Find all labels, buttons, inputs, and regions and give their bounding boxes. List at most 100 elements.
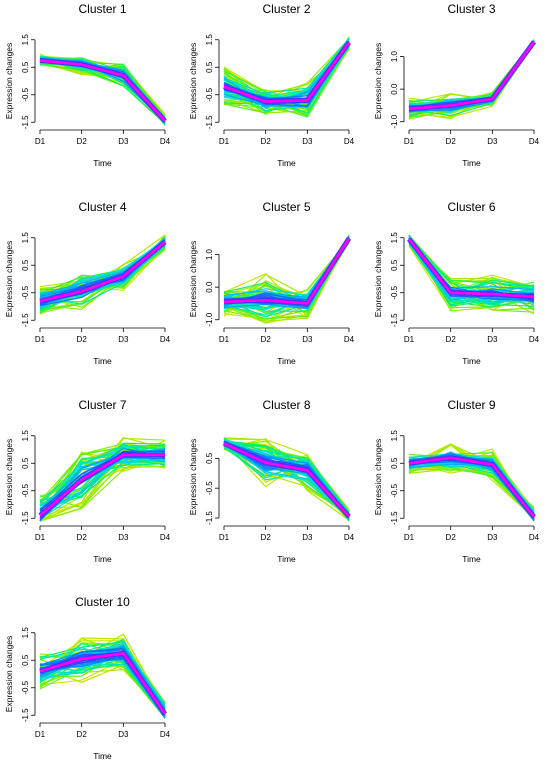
x-axis: D1 D2 D3 D4 Time [35, 525, 171, 564]
y-tick-label: 0.0 [390, 83, 399, 95]
x-axis: D1 D2 D3 D4 Time [404, 525, 540, 564]
x-tick-label: D4 [160, 533, 171, 542]
y-axis: 1.0 0.0 -1.0 Expression changes [188, 241, 220, 327]
x-tick-label: D3 [118, 533, 129, 542]
profile-lines [222, 436, 351, 522]
panel-cluster-9: Cluster 9 1.5 0.5 -0.5 -1.5 Expression change… [373, 398, 540, 564]
y-tick-label: 0.5 [390, 457, 399, 469]
y-tick-label: -0.5 [21, 680, 30, 694]
y-tick-label: 1.0 [390, 50, 399, 62]
x-axis: D1 D2 D3 D4 Time [219, 525, 355, 564]
profile-lines [408, 443, 536, 522]
y-tick-label: 1.5 [21, 430, 30, 442]
x-tick-label: D1 [219, 137, 230, 146]
y-tick-label: 1.5 [205, 34, 214, 46]
x-tick-label: D3 [487, 137, 498, 146]
y-axis-label: Expression changes [373, 43, 383, 120]
panel-title: Cluster 10 [75, 595, 130, 609]
y-axis: 1.5 0.5 -0.5 -1.5 Expression changes [373, 430, 405, 525]
y-tick-label: -1.5 [390, 313, 399, 327]
y-tick-label: -1.5 [205, 115, 214, 129]
y-tick-label: -1.0 [390, 114, 399, 128]
x-tick-label: D1 [404, 533, 415, 542]
x-tick-label: D2 [446, 137, 457, 146]
x-axis-label: Time [93, 356, 112, 366]
panel-title: Cluster 1 [78, 2, 126, 16]
y-axis-label: Expression changes [4, 636, 14, 713]
centroid-line [39, 59, 166, 122]
y-tick-label: -1.0 [205, 312, 214, 326]
y-axis-label: Expression changes [373, 439, 383, 516]
y-tick-label: 1.5 [21, 34, 30, 46]
y-axis: 0.5 -0.5 -1.5 Expression changes [188, 439, 220, 525]
x-tick-label: D1 [219, 335, 230, 344]
x-tick-label: D4 [160, 730, 171, 739]
panel-title: Cluster 2 [262, 2, 310, 16]
x-axis: D1 D2 D3 D4 Time [35, 129, 171, 168]
panel-cluster-10: Cluster 10 1.5 0.5 -0.5 -1.5 Expression chang… [4, 595, 171, 761]
x-axis-label: Time [277, 554, 296, 564]
x-axis: D1 D2 D3 D4 Time [35, 327, 171, 366]
profile-line [408, 42, 535, 106]
profile-line [408, 41, 535, 105]
y-tick-label: -0.5 [21, 87, 30, 101]
x-tick-label: D3 [118, 137, 129, 146]
y-tick-label: 0.5 [21, 61, 30, 73]
y-tick-label: -0.5 [205, 481, 214, 495]
y-axis-label: Expression changes [188, 43, 198, 120]
y-tick-label: -1.5 [21, 115, 30, 129]
y-tick-label: -0.5 [21, 483, 30, 497]
y-axis-label: Expression changes [373, 241, 383, 318]
panel-title: Cluster 5 [262, 200, 310, 214]
centroid-line [223, 237, 351, 305]
x-tick-label: D2 [261, 533, 272, 542]
y-axis: 1.5 0.5 -0.5 -1.5 Expression changes [4, 430, 36, 525]
y-axis: 1.5 0.5 -0.5 -1.5 Expression changes [373, 232, 405, 327]
profile-line [39, 444, 166, 503]
x-axis-label: Time [462, 554, 481, 564]
x-tick-label: D4 [344, 533, 355, 542]
x-tick-label: D2 [261, 137, 272, 146]
centroid-line [407, 238, 535, 299]
centroid-line [223, 442, 350, 518]
y-tick-label: 0.5 [390, 259, 399, 271]
x-tick-label: D4 [529, 533, 540, 542]
x-axis-label: Time [93, 158, 112, 168]
profile-line [408, 43, 535, 106]
profile-lines [223, 36, 351, 118]
y-tick-label: 0.5 [21, 457, 30, 469]
x-tick-label: D4 [160, 137, 171, 146]
x-tick-label: D1 [404, 137, 415, 146]
x-tick-label: D2 [77, 730, 88, 739]
x-tick-label: D1 [35, 730, 46, 739]
profile-line [223, 238, 350, 322]
x-tick-label: D4 [160, 335, 171, 344]
x-axis: D1 D2 D3 D4 Time [404, 129, 540, 168]
x-tick-label: D1 [35, 137, 46, 146]
profile-lines [39, 633, 167, 719]
centroid-line [408, 456, 536, 518]
y-axis-label: Expression changes [4, 241, 14, 318]
y-axis: 1.5 0.5 -0.5 -1.5 Expression changes [4, 232, 36, 327]
x-axis-label: Time [462, 158, 481, 168]
x-tick-label: D2 [77, 137, 88, 146]
y-tick-label: -0.5 [390, 483, 399, 497]
centroid-line [39, 652, 167, 715]
centroid-line [408, 41, 536, 110]
y-tick-label: 0.5 [21, 259, 30, 271]
x-tick-label: D3 [302, 137, 313, 146]
profile-line [408, 43, 535, 105]
y-tick-label: 1.5 [390, 430, 399, 442]
y-axis: 1.5 0.5 -0.5 -1.5 Expression changes [188, 34, 220, 129]
y-tick-label: -1.5 [21, 511, 30, 525]
x-axis-label: Time [277, 356, 296, 366]
panel-cluster-2: Cluster 2 1.5 0.5 -0.5 -1.5 Expression change… [188, 2, 355, 168]
x-tick-label: D2 [446, 533, 457, 542]
y-tick-label: -0.5 [390, 285, 399, 299]
x-tick-label: D3 [487, 335, 498, 344]
x-axis-label: Time [93, 751, 112, 761]
y-axis-label: Expression changes [188, 241, 198, 318]
x-tick-label: D3 [487, 533, 498, 542]
centroid-line [39, 240, 166, 303]
